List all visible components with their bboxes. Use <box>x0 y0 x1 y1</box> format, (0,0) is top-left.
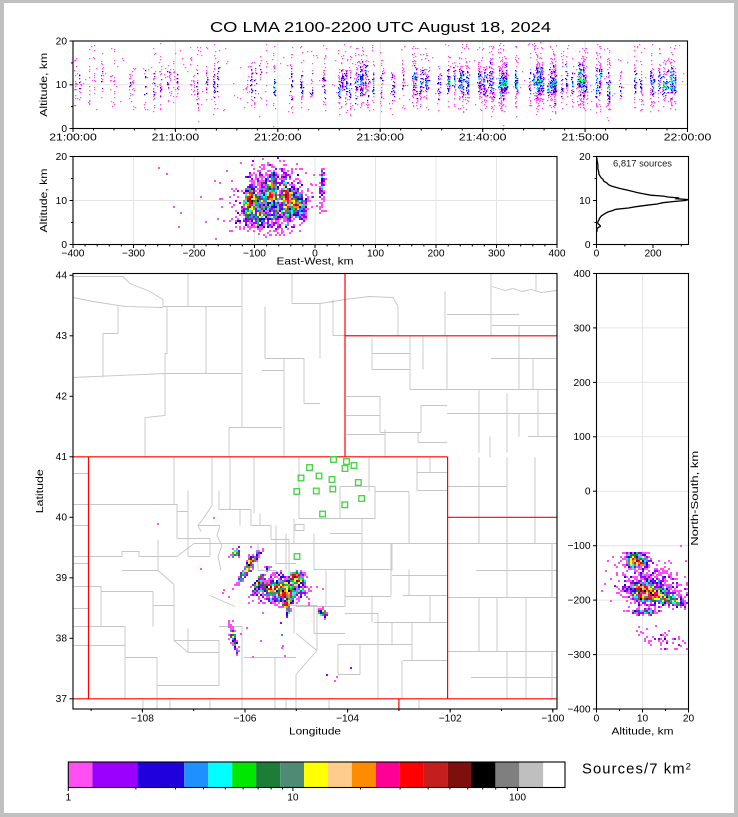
svg-text:10: 10 <box>56 196 68 207</box>
svg-text:1: 1 <box>65 793 71 804</box>
svg-text:−106: −106 <box>234 714 257 725</box>
svg-text:6,817 sources: 6,817 sources <box>613 159 672 170</box>
svg-text:100: 100 <box>509 793 526 804</box>
svg-text:0: 0 <box>61 124 67 135</box>
svg-text:North-South, km: North-South, km <box>690 451 701 546</box>
svg-text:41: 41 <box>56 452 68 463</box>
svg-text:−400: −400 <box>568 704 591 715</box>
svg-text:East-West, km: East-West, km <box>277 256 354 268</box>
svg-text:21:10:00: 21:10:00 <box>152 133 200 144</box>
svg-text:−108: −108 <box>131 714 154 725</box>
svg-text:100: 100 <box>574 432 591 443</box>
svg-text:300: 300 <box>574 323 591 334</box>
svg-text:0: 0 <box>594 248 600 259</box>
svg-text:38: 38 <box>56 634 68 645</box>
svg-text:CO LMA 2100-2200 UTC August 18: CO LMA 2100-2200 UTC August 18, 2024 <box>210 20 551 36</box>
svg-text:Altitude, km: Altitude, km <box>612 726 674 738</box>
svg-text:400: 400 <box>549 248 566 259</box>
svg-text:37: 37 <box>56 694 68 705</box>
svg-text:−300: −300 <box>568 650 591 661</box>
svg-text:−100: −100 <box>541 714 564 725</box>
svg-text:0: 0 <box>61 240 67 251</box>
svg-text:0: 0 <box>594 714 600 725</box>
svg-text:10: 10 <box>287 793 299 804</box>
svg-text:−102: −102 <box>439 714 462 725</box>
svg-text:−400: −400 <box>62 248 85 259</box>
svg-text:300: 300 <box>488 248 505 259</box>
svg-text:21:30:00: 21:30:00 <box>356 133 404 144</box>
svg-text:21:40:00: 21:40:00 <box>459 133 507 144</box>
svg-text:44: 44 <box>56 271 68 282</box>
svg-text:200: 200 <box>645 248 662 259</box>
svg-text:0: 0 <box>585 487 591 498</box>
svg-text:−100: −100 <box>243 248 266 259</box>
svg-text:43: 43 <box>56 331 68 342</box>
svg-text:Altitude, km: Altitude, km <box>38 168 50 232</box>
svg-text:20: 20 <box>683 714 695 725</box>
svg-text:40: 40 <box>56 513 68 524</box>
svg-text:20: 20 <box>56 152 68 163</box>
svg-text:21:20:00: 21:20:00 <box>254 133 302 144</box>
svg-text:−200: −200 <box>183 248 206 259</box>
svg-text:22:00:00: 22:00:00 <box>664 133 712 144</box>
svg-text:20: 20 <box>579 152 591 163</box>
svg-text:Sources/7 km2: Sources/7 km2 <box>582 762 692 778</box>
svg-text:0: 0 <box>312 248 318 259</box>
svg-text:21:00:00: 21:00:00 <box>49 133 97 144</box>
svg-text:10: 10 <box>637 714 649 725</box>
svg-text:Longitude: Longitude <box>289 726 341 738</box>
svg-text:Latitude: Latitude <box>34 469 46 513</box>
svg-text:10: 10 <box>56 80 68 91</box>
svg-text:21:50:00: 21:50:00 <box>561 133 609 144</box>
svg-text:39: 39 <box>56 573 68 584</box>
svg-text:100: 100 <box>367 248 384 259</box>
svg-text:400: 400 <box>574 269 591 280</box>
svg-text:20: 20 <box>56 36 68 47</box>
svg-text:−200: −200 <box>568 596 591 607</box>
svg-text:−104: −104 <box>336 714 359 725</box>
svg-text:Altitude, km: Altitude, km <box>38 52 50 116</box>
svg-text:−100: −100 <box>568 541 591 552</box>
svg-text:200: 200 <box>428 248 445 259</box>
svg-text:−300: −300 <box>122 248 145 259</box>
svg-text:10: 10 <box>579 196 591 207</box>
svg-text:0: 0 <box>585 240 591 251</box>
svg-text:200: 200 <box>574 378 591 389</box>
svg-text:42: 42 <box>56 392 68 403</box>
